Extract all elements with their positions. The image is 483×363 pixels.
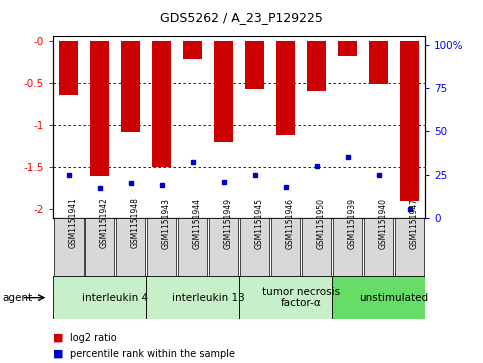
Bar	[307, 41, 326, 91]
Bar	[338, 41, 357, 56]
Text: interleukin 4: interleukin 4	[82, 293, 148, 303]
Bar	[90, 41, 109, 176]
Bar	[121, 41, 140, 132]
FancyBboxPatch shape	[240, 218, 270, 283]
Text: GSM1151944: GSM1151944	[193, 197, 201, 249]
Text: ■: ■	[53, 333, 64, 343]
Bar	[369, 41, 388, 85]
Text: GSM1151943: GSM1151943	[162, 197, 170, 249]
Text: agent: agent	[2, 293, 32, 303]
Bar	[400, 41, 419, 201]
Bar	[152, 41, 171, 167]
FancyBboxPatch shape	[270, 218, 300, 283]
Text: percentile rank within the sample: percentile rank within the sample	[70, 349, 235, 359]
Bar	[59, 41, 78, 95]
Text: GSM1151939: GSM1151939	[348, 197, 356, 249]
Bar	[184, 41, 202, 59]
Text: GSM1151947: GSM1151947	[410, 197, 419, 249]
Text: GSM1151945: GSM1151945	[255, 197, 264, 249]
Text: GSM1151941: GSM1151941	[69, 197, 78, 248]
Bar	[276, 41, 295, 135]
Text: log2 ratio: log2 ratio	[70, 333, 117, 343]
Text: ■: ■	[53, 349, 64, 359]
FancyBboxPatch shape	[209, 218, 239, 283]
FancyBboxPatch shape	[53, 276, 146, 319]
FancyBboxPatch shape	[54, 218, 84, 283]
FancyBboxPatch shape	[333, 218, 362, 283]
Text: GSM1151942: GSM1151942	[99, 197, 109, 248]
Bar	[245, 41, 264, 89]
Text: tumor necrosis
factor-α: tumor necrosis factor-α	[262, 287, 340, 309]
Text: GSM1151948: GSM1151948	[130, 197, 140, 248]
Bar	[214, 41, 233, 142]
Text: GSM1151946: GSM1151946	[285, 197, 295, 249]
FancyBboxPatch shape	[178, 218, 208, 283]
FancyBboxPatch shape	[395, 218, 425, 283]
Text: GSM1151949: GSM1151949	[224, 197, 233, 249]
FancyBboxPatch shape	[302, 218, 331, 283]
FancyBboxPatch shape	[85, 218, 114, 283]
Text: interleukin 13: interleukin 13	[172, 293, 244, 303]
FancyBboxPatch shape	[332, 276, 425, 319]
Text: GDS5262 / A_23_P129225: GDS5262 / A_23_P129225	[160, 11, 323, 24]
Text: GSM1151940: GSM1151940	[379, 197, 387, 249]
FancyBboxPatch shape	[239, 276, 332, 319]
FancyBboxPatch shape	[364, 218, 394, 283]
FancyBboxPatch shape	[147, 218, 176, 283]
Text: unstimulated: unstimulated	[359, 293, 428, 303]
FancyBboxPatch shape	[116, 218, 145, 283]
Text: GSM1151950: GSM1151950	[316, 197, 326, 249]
FancyBboxPatch shape	[146, 276, 239, 319]
